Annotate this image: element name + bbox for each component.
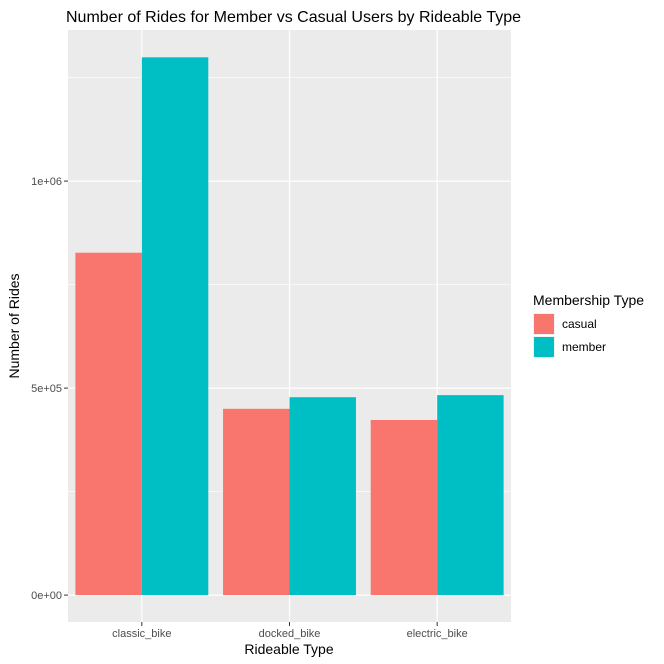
x-tick-label: classic_bike [112,628,171,640]
x-axis-title: Rideable Type [244,641,333,657]
legend-swatch-casual [534,314,554,334]
legend-label-member: member [562,340,606,354]
x-tick-label: electric_bike [407,628,468,640]
bars [75,57,504,596]
bar-docked_bike-casual [223,408,290,596]
bar-electric_bike-member [437,395,504,596]
bar-electric_bike-casual [370,419,438,596]
y-axis-ticks: 0e+00 5e+05 1e+06 [31,176,68,602]
chart-title: Number of Rides for Member vs Casual Use… [66,9,521,26]
x-tick-label: docked_bike [259,628,321,640]
y-tick-label: 5e+05 [31,383,62,395]
bar-docked_bike-member [289,397,356,596]
legend-title: Membership Type [533,292,644,308]
bar-classic_bike-casual [75,252,142,596]
legend-label-casual: casual [562,317,597,331]
x-axis-ticks: classic_bike docked_bike electric_bike [112,622,468,640]
y-axis-title: Number of Rides [6,273,22,378]
legend-swatch-member [534,337,554,357]
bar-classic_bike-member [141,57,209,596]
y-tick-label: 0e+00 [31,590,62,602]
legend: Membership Type casual member [533,292,644,358]
y-tick-label: 1e+06 [31,176,62,188]
